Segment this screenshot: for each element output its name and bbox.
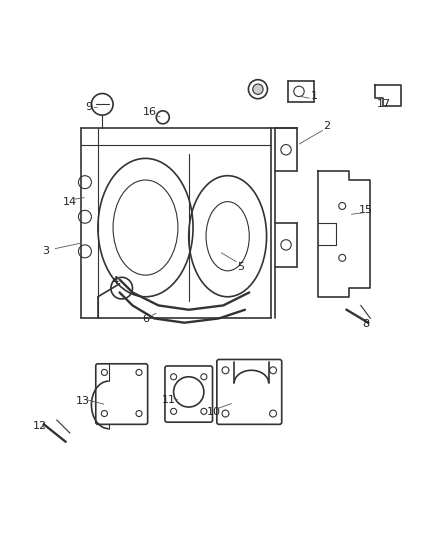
Text: 12: 12 <box>32 421 46 431</box>
Text: 3: 3 <box>42 246 49 256</box>
Text: 13: 13 <box>76 397 90 407</box>
Text: 6: 6 <box>142 314 149 324</box>
Text: 9: 9 <box>86 102 93 112</box>
Text: 14: 14 <box>63 198 77 207</box>
Text: 10: 10 <box>206 407 220 417</box>
Text: 2: 2 <box>324 121 331 131</box>
Text: 8: 8 <box>363 319 370 329</box>
Text: 16: 16 <box>143 107 157 117</box>
Text: 17: 17 <box>377 99 391 109</box>
Text: 11: 11 <box>162 395 176 405</box>
Circle shape <box>253 84 263 94</box>
Text: 1: 1 <box>311 91 318 101</box>
Text: 4: 4 <box>112 276 119 286</box>
Text: 15: 15 <box>359 205 373 215</box>
Text: 5: 5 <box>237 262 244 271</box>
